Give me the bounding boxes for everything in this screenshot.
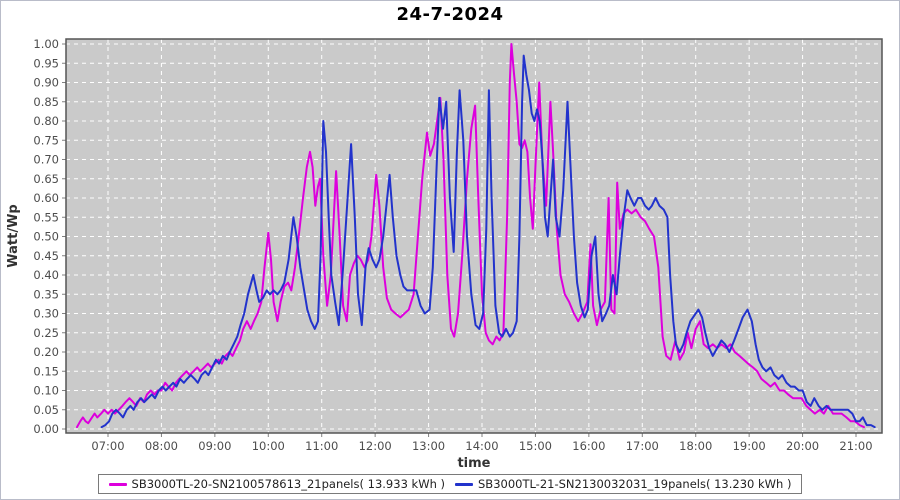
x-tick-label: 13:00	[412, 439, 445, 453]
y-tick-label: 0.05	[33, 403, 59, 417]
x-tick-label: 11:00	[305, 439, 338, 453]
y-tick-label: 0.50	[33, 230, 59, 244]
y-tick-label: 0.75	[33, 133, 59, 147]
x-tick-label: 12:00	[359, 439, 392, 453]
x-tick-label: 17:00	[626, 439, 659, 453]
y-tick-label: 0.90	[33, 76, 59, 90]
x-tick-label: 19:00	[733, 439, 766, 453]
x-tick-label: 20:00	[786, 439, 819, 453]
y-tick-label: 0.20	[33, 345, 59, 359]
y-tick-label: 0.55	[33, 210, 59, 224]
y-tick-label: 0.95	[33, 56, 59, 70]
y-tick-label: 0.80	[33, 114, 59, 128]
y-tick-label: 0.70	[33, 153, 59, 167]
x-tick-label: 18:00	[679, 439, 712, 453]
y-tick-label: 0.00	[33, 422, 59, 436]
legend-item-inverter-21: SB3000TL-21-SN2130032031_19panels( 13.23…	[455, 477, 791, 491]
legend-item-inverter-20: SB3000TL-20-SN2100578613_21panels( 13.93…	[108, 477, 445, 491]
x-grid-and-ticks: 07:00 08:00 09:00 10:00 11:00 12:00 13:00 14:00…	[91, 39, 873, 453]
y-tick-label: 0.30	[33, 307, 59, 321]
y-tick-label: 1.00	[33, 37, 59, 51]
x-axis-title: time	[457, 456, 490, 471]
y-tick-label: 0.40	[33, 268, 59, 282]
x-tick-label: 14:00	[465, 439, 498, 453]
y-tick-label: 0.60	[33, 191, 59, 205]
chart-title: 24-7-2024	[396, 4, 504, 25]
y-axis-title: Watt/Wp	[6, 204, 21, 267]
x-tick-label: 16:00	[572, 439, 605, 453]
legend-label: SB3000TL-20-SN2100578613_21panels( 13.93…	[131, 477, 445, 491]
x-tick-label: 21:00	[839, 439, 872, 453]
legend-line-swatch-blue	[455, 482, 473, 486]
legend-line-swatch-magenta	[108, 482, 127, 486]
y-tick-label: 0.45	[33, 249, 59, 263]
x-tick-label: 10:00	[252, 439, 285, 453]
y-tick-label: 0.85	[33, 95, 59, 109]
y-tick-label: 0.10	[33, 384, 59, 398]
x-tick-label: 08:00	[145, 439, 178, 453]
plot-border	[65, 38, 883, 434]
x-tick-label: 15:00	[519, 439, 552, 453]
y-tick-label: 0.15	[33, 364, 59, 378]
chart-canvas: 0.00 0.05 0.10 0.15 0.20 0.25 0.30 0.35 0.40 0.45…	[6, 37, 883, 471]
y-grid-and-ticks: 0.00 0.05 0.10 0.15 0.20 0.25 0.30 0.35 0.40 0.45…	[33, 37, 882, 436]
x-tick-label: 07:00	[91, 439, 124, 453]
chart-legend: SB3000TL-20-SN2100578613_21panels( 13.93…	[1, 474, 899, 494]
y-tick-label: 0.65	[33, 172, 59, 186]
legend-label: SB3000TL-21-SN2130032031_19panels( 13.23…	[478, 477, 792, 491]
legend-box: SB3000TL-20-SN2100578613_21panels( 13.93…	[97, 474, 803, 494]
series-line-inverter-21	[100, 54, 876, 429]
x-tick-label: 09:00	[198, 439, 231, 453]
y-tick-label: 0.25	[33, 326, 59, 340]
y-tick-label: 0.35	[33, 287, 59, 301]
